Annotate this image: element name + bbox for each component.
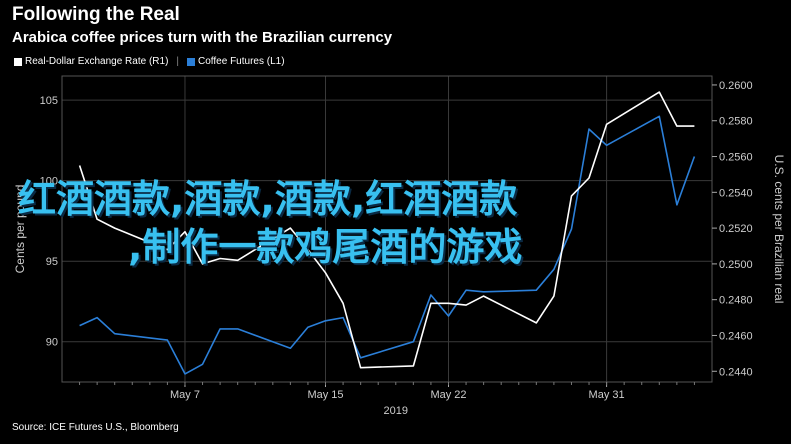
left-tick-label: 90 xyxy=(46,337,58,349)
right-tick-label: 0.2600 xyxy=(719,80,753,92)
right-axis-title: U.S. cents per Brazilian real xyxy=(772,155,786,304)
x-tick-label: May 15 xyxy=(307,389,343,401)
legend-separator: | xyxy=(176,56,180,67)
x-tick-label: May 31 xyxy=(589,389,625,401)
right-tick-label: 0.2440 xyxy=(719,366,753,378)
source-note: Source: ICE Futures U.S., Bloomberg xyxy=(12,422,179,433)
left-tick-label: 100 xyxy=(40,176,58,188)
series-line-brl xyxy=(78,91,695,369)
right-tick-label: 0.2460 xyxy=(719,330,753,342)
x-tick-label: May 22 xyxy=(430,389,466,401)
x-year-label: 2019 xyxy=(384,405,408,417)
right-tick-label: 0.2520 xyxy=(719,223,753,235)
right-tick-label: 0.2500 xyxy=(719,259,753,271)
series-line-coffee xyxy=(79,115,696,375)
legend-swatch-coffee xyxy=(187,57,196,66)
left-tick-label: 105 xyxy=(40,95,58,107)
chart-title: Following the Real xyxy=(12,4,180,25)
legend: Real-Dollar Exchange Rate (R1) | Coffee … xyxy=(14,56,285,67)
left-tick-label: 95 xyxy=(46,256,58,268)
plot-frame xyxy=(61,75,713,383)
overlay-caption: 红酒酒款,酒款,酒款,红酒酒款 ,制作一款鸡尾酒的游戏 xyxy=(18,175,718,271)
overlay-line-2: ,制作一款鸡尾酒的游戏 xyxy=(128,225,523,269)
chart-subtitle: Arabica coffee prices turn with the Braz… xyxy=(12,29,393,46)
right-tick-label: 0.2560 xyxy=(719,152,753,164)
x-tick-label: May 7 xyxy=(170,389,200,401)
legend-item-brl: Real-Dollar Exchange Rate (R1) xyxy=(14,56,168,67)
right-tick-label: 0.2540 xyxy=(719,187,753,199)
legend-item-coffee: Coffee Futures (L1) xyxy=(187,56,285,67)
legend-label-brl: Real-Dollar Exchange Rate (R1) xyxy=(25,56,169,67)
right-tick-label: 0.2580 xyxy=(719,116,753,128)
overlay-line-1: 红酒酒款,酒款,酒款,红酒酒款 xyxy=(18,177,518,221)
legend-label-coffee: Coffee Futures (L1) xyxy=(198,56,285,67)
right-tick-label: 0.2480 xyxy=(719,295,753,307)
legend-swatch-brl xyxy=(14,57,22,66)
left-axis-title: Cents per pound xyxy=(13,185,27,274)
